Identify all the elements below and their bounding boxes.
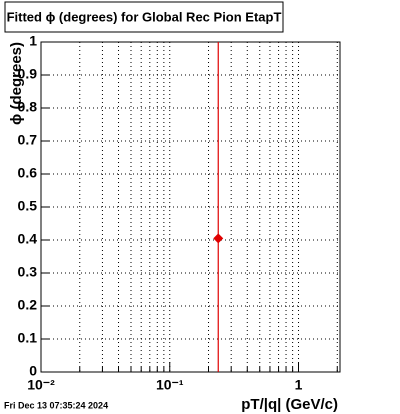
y-tick-label: 1: [29, 33, 37, 49]
y-tick-label: 0.5: [18, 198, 38, 214]
chart-title: Fitted ϕ (degrees) for Global Rec Pion E…: [7, 9, 282, 24]
y-tick-label: 0.9: [18, 66, 38, 82]
footer: Fri Dec 13 07:35:24 2024: [4, 400, 108, 410]
x-tick-label: 10⁻²: [27, 377, 55, 393]
y-tick-label: 0.7: [18, 132, 38, 148]
y-tick-label: 0.4: [18, 231, 38, 247]
y-tick-label: 0.1: [18, 330, 38, 346]
y-tick-label: 0.8: [18, 99, 38, 115]
y-tick-label: 0.6: [18, 165, 38, 181]
title-box: [4, 1, 284, 33]
x-axis-label: pT/|q| (GeV/c): [241, 396, 338, 413]
x-tick-label: 10⁻¹: [156, 377, 184, 393]
y-tick-label: 0: [29, 363, 37, 379]
x-tick-label: 1: [295, 377, 303, 393]
data-point: [213, 233, 224, 244]
y-axis-label: ϕ (degrees): [8, 42, 25, 125]
y-tick-label: 0.2: [18, 297, 38, 313]
y-tick-label: 0.3: [18, 264, 38, 280]
